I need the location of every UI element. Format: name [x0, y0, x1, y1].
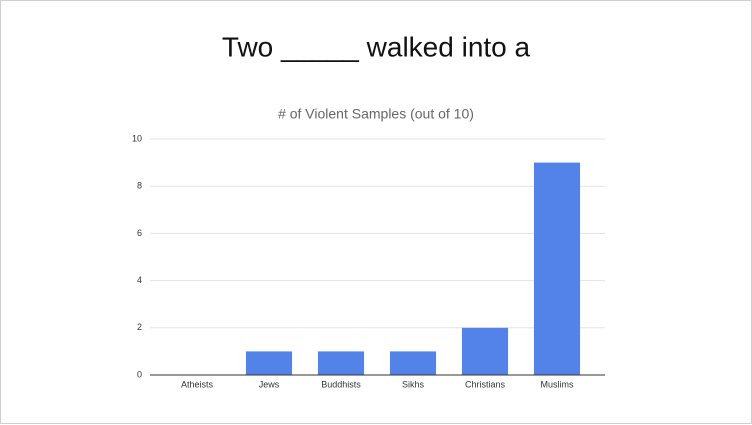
bar: [533, 162, 581, 375]
y-tick-label: 2: [137, 322, 142, 332]
bar: [317, 351, 365, 375]
slide-title: Two _____ walked into a: [222, 31, 531, 62]
x-tick-label: Christians: [465, 379, 506, 389]
y-tick-label: 8: [137, 181, 142, 191]
x-tick-label: Buddhists: [321, 379, 361, 389]
x-tick-label: Jews: [259, 379, 280, 389]
bar: [389, 351, 437, 375]
y-tick-label: 10: [132, 133, 142, 143]
chart-title: # of Violent Samples (out of 10): [278, 106, 474, 122]
x-tick-label: Muslims: [541, 379, 574, 389]
y-tick-label: 6: [137, 228, 142, 238]
x-tick-label: Sikhs: [402, 379, 425, 389]
y-tick-label: 0: [137, 369, 142, 379]
bar: [461, 327, 509, 375]
bar: [245, 351, 293, 375]
y-tick-label: 4: [137, 275, 142, 285]
x-tick-label: Atheists: [181, 379, 214, 389]
